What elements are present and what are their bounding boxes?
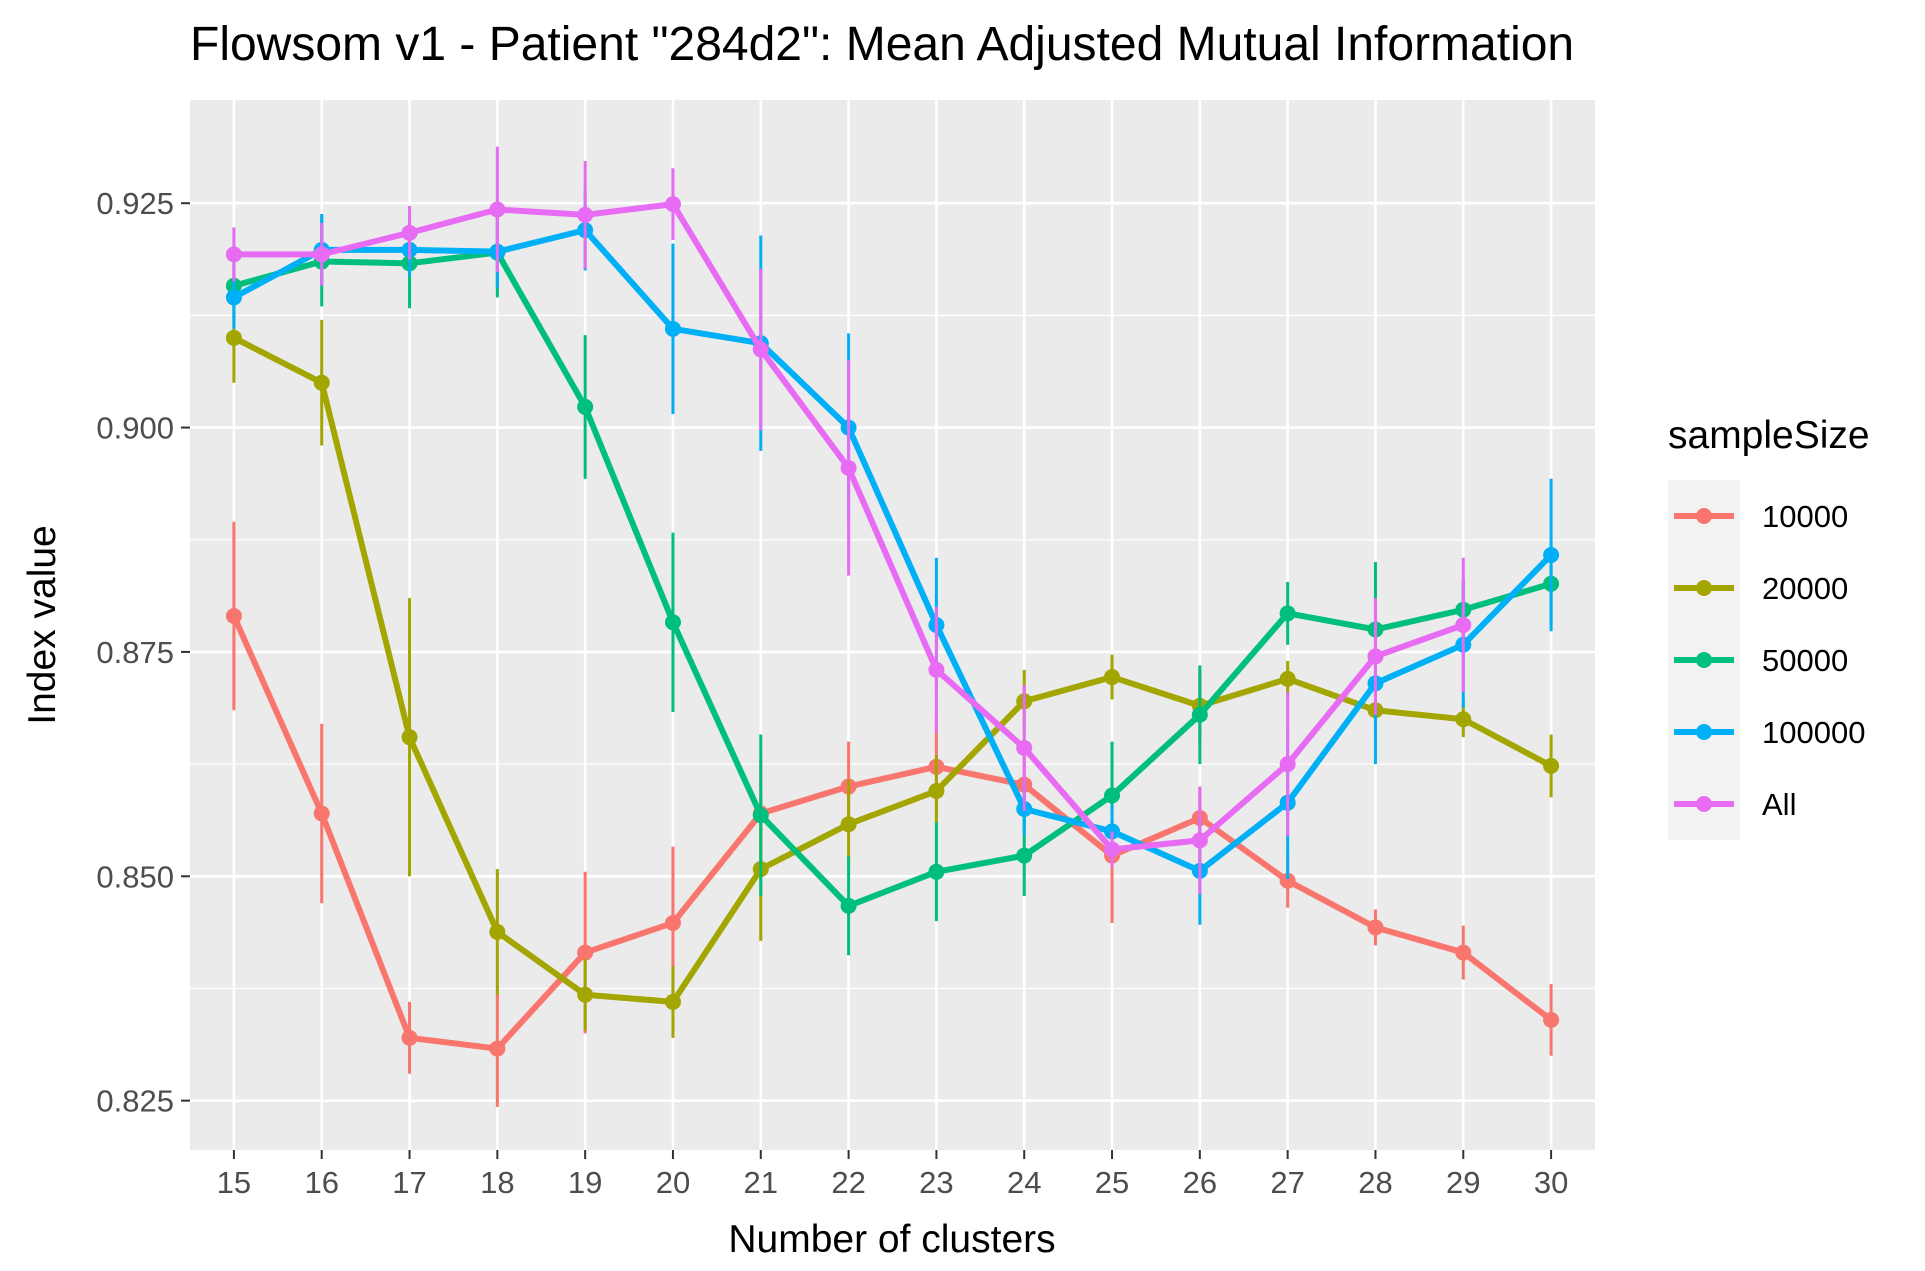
legend-key-point bbox=[1696, 724, 1712, 740]
legend-title: sampleSize bbox=[1668, 414, 1870, 457]
y-axis-title: Index value bbox=[21, 525, 64, 724]
data-point bbox=[401, 729, 418, 746]
x-axis-title: Number of clusters bbox=[728, 1218, 1055, 1261]
legend-label: All bbox=[1762, 787, 1796, 822]
data-point bbox=[1367, 648, 1384, 665]
x-tick-label: 25 bbox=[1095, 1165, 1129, 1200]
data-point bbox=[1455, 617, 1472, 633]
x-tick-label: 15 bbox=[217, 1165, 251, 1200]
data-point bbox=[313, 374, 330, 391]
x-tick-label: 24 bbox=[1007, 1165, 1041, 1200]
data-point bbox=[489, 923, 506, 940]
data-point bbox=[752, 807, 769, 824]
data-point bbox=[225, 289, 242, 306]
data-point bbox=[664, 914, 681, 931]
data-point bbox=[1279, 872, 1296, 889]
x-tick-label: 30 bbox=[1534, 1165, 1568, 1200]
data-point bbox=[1455, 711, 1472, 728]
data-point bbox=[401, 224, 418, 241]
legend-item: 20000 bbox=[1668, 552, 1848, 624]
x-tick-label: 20 bbox=[656, 1165, 690, 1200]
x-tick-label: 16 bbox=[304, 1165, 338, 1200]
legend-key-point bbox=[1696, 652, 1712, 668]
series-line bbox=[232, 335, 1553, 1005]
data-point bbox=[1104, 669, 1121, 686]
legend-label: 100000 bbox=[1762, 715, 1865, 750]
data-point bbox=[840, 897, 857, 914]
x-tick-label: 29 bbox=[1446, 1165, 1480, 1200]
data-point bbox=[401, 1029, 418, 1046]
data-point bbox=[840, 816, 857, 833]
legend-key-point bbox=[1696, 580, 1712, 596]
data-point bbox=[664, 320, 681, 337]
series-line bbox=[233, 249, 1552, 909]
data-point bbox=[752, 341, 769, 358]
x-tick-label: 21 bbox=[744, 1165, 778, 1200]
x-tick-label: 27 bbox=[1270, 1165, 1304, 1200]
x-tick-label: 23 bbox=[919, 1165, 953, 1200]
y-tick-label: 0.900 bbox=[96, 411, 174, 446]
data-point bbox=[928, 661, 945, 678]
series-layer bbox=[225, 146, 1560, 1107]
data-point bbox=[1016, 847, 1033, 864]
y-tick-label: 0.875 bbox=[96, 635, 174, 670]
data-point bbox=[225, 246, 242, 263]
legend: sampleSize 10000 20000 50000 100000 All bbox=[1668, 414, 1870, 840]
series-All bbox=[225, 146, 1472, 895]
data-point bbox=[928, 783, 945, 800]
y-tick-label: 0.925 bbox=[96, 186, 174, 221]
data-point bbox=[225, 329, 242, 346]
data-point bbox=[577, 398, 594, 415]
x-tick-label: 19 bbox=[568, 1165, 602, 1200]
y-tick-label: 0.825 bbox=[96, 1084, 174, 1119]
data-point bbox=[489, 1040, 506, 1057]
x-tick-label: 26 bbox=[1183, 1165, 1217, 1200]
data-point bbox=[1191, 706, 1208, 723]
data-point bbox=[1543, 1011, 1560, 1028]
x-tick-label: 17 bbox=[392, 1165, 426, 1200]
x-axis: 15 16 17 18 19 20 21 22 23 24 25 26 27 28 29 30 bbox=[217, 1150, 1568, 1200]
data-point bbox=[313, 246, 330, 263]
data-point bbox=[489, 201, 506, 218]
data-point bbox=[1279, 605, 1296, 622]
data-point bbox=[1104, 787, 1121, 804]
data-point bbox=[225, 608, 242, 625]
x-tick-label: 18 bbox=[480, 1165, 514, 1200]
data-point bbox=[1279, 670, 1296, 687]
legend-item: 100000 bbox=[1668, 696, 1865, 768]
data-point bbox=[664, 993, 681, 1010]
legend-key-point bbox=[1696, 508, 1712, 524]
data-point bbox=[1279, 756, 1296, 773]
legend-label: 10000 bbox=[1762, 499, 1848, 534]
data-point bbox=[577, 986, 594, 1003]
data-point bbox=[664, 196, 681, 213]
data-point bbox=[1455, 944, 1472, 961]
data-point bbox=[1191, 832, 1208, 849]
legend-label: 50000 bbox=[1762, 643, 1848, 678]
y-tick-label: 0.850 bbox=[96, 859, 174, 894]
data-point bbox=[840, 459, 857, 476]
legend-key-point bbox=[1696, 796, 1712, 812]
series-line bbox=[231, 614, 1553, 1052]
legend-item: 10000 bbox=[1668, 480, 1848, 552]
x-tick-label: 22 bbox=[831, 1165, 865, 1200]
data-point bbox=[664, 614, 681, 631]
y-axis: 0.825 0.850 0.875 0.900 0.925 bbox=[96, 186, 190, 1119]
data-point bbox=[1367, 919, 1384, 936]
series-line bbox=[232, 227, 1554, 874]
data-point bbox=[313, 805, 330, 822]
data-point bbox=[928, 863, 945, 880]
data-point bbox=[1543, 547, 1560, 563]
data-point bbox=[577, 206, 594, 223]
legend-label: 20000 bbox=[1762, 571, 1848, 606]
data-point bbox=[1016, 739, 1033, 756]
data-point bbox=[577, 944, 594, 961]
data-point bbox=[1104, 841, 1121, 858]
x-tick-label: 28 bbox=[1358, 1165, 1392, 1200]
legend-item: 50000 bbox=[1668, 624, 1848, 696]
chart-title: Flowsom v1 - Patient "284d2": Mean Adjus… bbox=[190, 18, 1574, 71]
data-point bbox=[1543, 757, 1560, 774]
legend-item: All bbox=[1668, 768, 1796, 840]
